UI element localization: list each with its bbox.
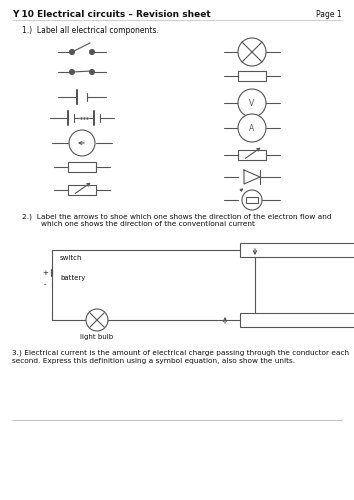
Circle shape [86, 309, 108, 331]
Text: Page 1: Page 1 [316, 10, 342, 19]
Text: 1.)  Label all electrical components.: 1.) Label all electrical components. [22, 26, 159, 35]
Text: 2.)  Label the arrows to shoe which one shows the direction of the electron flow: 2.) Label the arrows to shoe which one s… [22, 213, 331, 226]
Text: switch: switch [60, 255, 82, 261]
Bar [246, 197, 258, 203]
Circle shape [238, 89, 266, 117]
Bar [240, 313, 354, 327]
Bar [68, 162, 96, 172]
Text: 3.) Electrical current is the amount of electrical charge passing through the co: 3.) Electrical current is the amount of … [12, 350, 349, 364]
Text: -: - [44, 281, 46, 287]
Text: Y 10 Electrical circuits – Revision sheet: Y 10 Electrical circuits – Revision shee… [12, 10, 211, 19]
Circle shape [242, 190, 262, 210]
Text: light bulb: light bulb [80, 334, 114, 340]
Circle shape [238, 114, 266, 142]
Text: +: + [42, 270, 48, 276]
Bar [240, 243, 354, 257]
Circle shape [69, 70, 74, 74]
Circle shape [69, 50, 74, 54]
Bar [238, 150, 266, 160]
Bar [68, 185, 96, 195]
Text: V: V [249, 99, 255, 108]
Circle shape [90, 50, 95, 54]
Bar [238, 71, 266, 81]
Text: battery: battery [60, 275, 85, 281]
Circle shape [69, 130, 95, 156]
Circle shape [90, 70, 95, 74]
Circle shape [238, 38, 266, 66]
Text: A: A [249, 124, 255, 133]
